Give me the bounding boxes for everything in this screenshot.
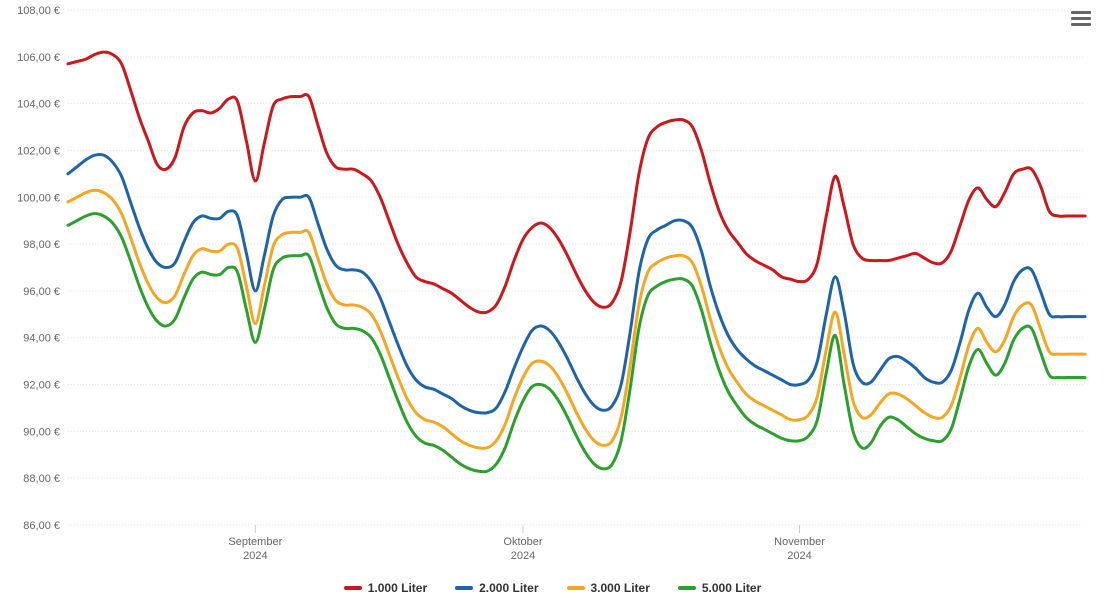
- legend-item[interactable]: 2.000 Liter: [455, 581, 538, 595]
- y-tick-label: 90,00 €: [23, 426, 60, 438]
- legend-item[interactable]: 1.000 Liter: [344, 581, 427, 595]
- y-tick-label: 100,00 €: [17, 192, 60, 204]
- legend-swatch: [344, 586, 362, 590]
- y-tick-label: 106,00 €: [17, 52, 60, 64]
- legend: 1.000 Liter 2.000 Liter 3.000 Liter 5.000 L…: [0, 579, 1105, 595]
- y-tick-label: 88,00 €: [23, 473, 60, 485]
- chart-menu-button[interactable]: [1069, 6, 1093, 28]
- y-tick-label: 94,00 €: [23, 333, 60, 345]
- y-tick-label: 108,00 €: [17, 5, 60, 17]
- series-line[interactable]: [68, 214, 1085, 472]
- y-tick-label: 96,00 €: [23, 286, 60, 298]
- legend-label: 3.000 Liter: [591, 581, 650, 595]
- x-tick-label: November2024: [774, 536, 825, 562]
- legend-label: 5.000 Liter: [702, 581, 761, 595]
- series-line[interactable]: [68, 154, 1085, 413]
- legend-label: 1.000 Liter: [368, 581, 427, 595]
- x-tick-label: September2024: [228, 536, 282, 562]
- legend-swatch: [678, 586, 696, 590]
- series-line[interactable]: [68, 190, 1085, 448]
- legend-swatch: [567, 586, 585, 590]
- y-tick-label: 86,00 €: [23, 520, 60, 532]
- y-tick-label: 102,00 €: [17, 145, 60, 157]
- y-tick-label: 92,00 €: [23, 380, 60, 392]
- y-tick-label: 104,00 €: [17, 99, 60, 111]
- legend-swatch: [455, 586, 473, 590]
- price-chart: 86,00 € 88,00 € 90,00 € 92,00 € 94,00 € 96,00…: [0, 0, 1105, 603]
- legend-item[interactable]: 3.000 Liter: [567, 581, 650, 595]
- y-tick-label: 98,00 €: [23, 239, 60, 251]
- x-tick-label: Oktober2024: [503, 536, 542, 562]
- chart-plot-area: 86,00 € 88,00 € 90,00 € 92,00 € 94,00 € 96,00…: [0, 0, 1105, 603]
- legend-item[interactable]: 5.000 Liter: [678, 581, 761, 595]
- legend-label: 2.000 Liter: [479, 581, 538, 595]
